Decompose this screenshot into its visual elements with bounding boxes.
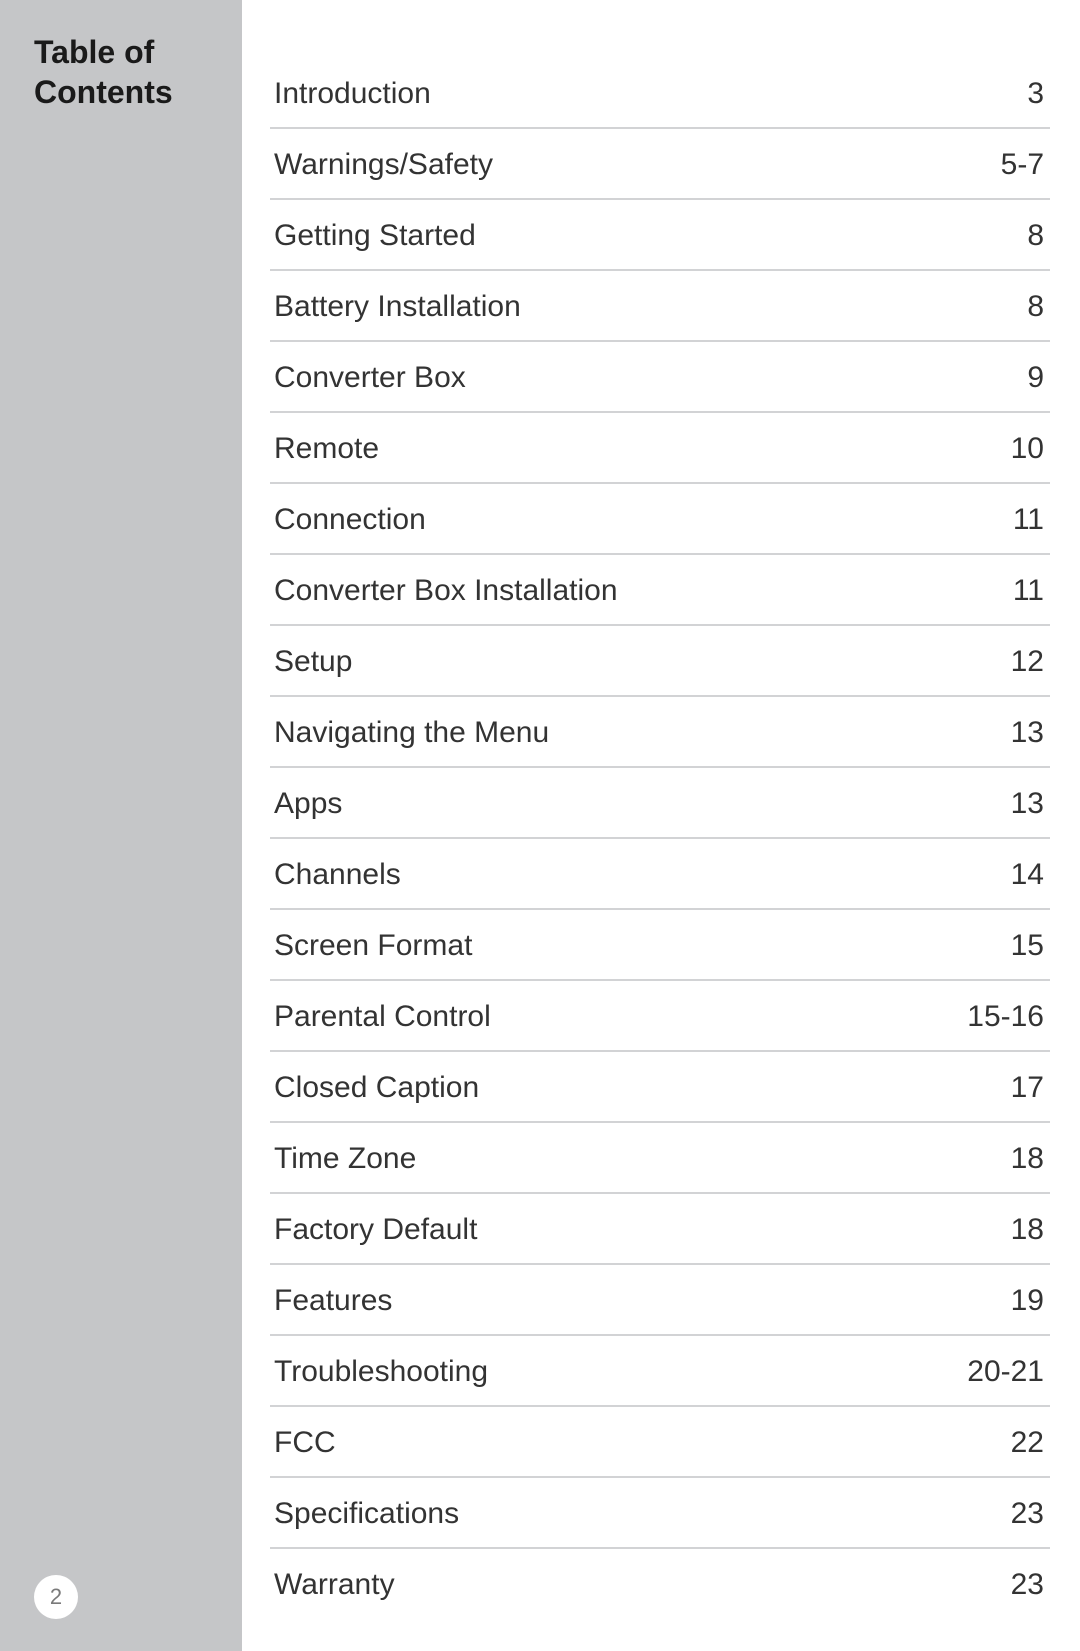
toc-row: Parental Control 15-16 bbox=[270, 981, 1050, 1052]
toc-row: Troubleshooting 20-21 bbox=[270, 1336, 1050, 1407]
toc-heading-line2: Contents bbox=[34, 72, 230, 112]
toc-content: Introduction3Warnings/Safety5-7Getting S… bbox=[242, 0, 1080, 1651]
toc-list: Introduction3Warnings/Safety5-7Getting S… bbox=[270, 58, 1050, 1620]
toc-row-label: Features bbox=[274, 1265, 392, 1336]
toc-row-label: Specifications bbox=[274, 1478, 459, 1549]
toc-row-page: 5-7 bbox=[1001, 129, 1044, 200]
toc-row-page: 13 bbox=[1011, 768, 1044, 839]
toc-row: Channels 14 bbox=[270, 839, 1050, 910]
toc-row-label: Converter Box bbox=[274, 342, 466, 413]
toc-row-label: Warnings/Safety bbox=[274, 129, 493, 200]
toc-row-label: Closed Caption bbox=[274, 1052, 479, 1123]
toc-row-label: Battery Installation bbox=[274, 271, 521, 342]
toc-row-label: Time Zone bbox=[274, 1123, 416, 1194]
toc-row: Setup 12 bbox=[270, 626, 1050, 697]
toc-row-page: 23 bbox=[1011, 1549, 1044, 1620]
toc-row-page: 18 bbox=[1011, 1194, 1044, 1265]
toc-row: Factory Default 18 bbox=[270, 1194, 1050, 1265]
toc-row: Navigating the Menu 13 bbox=[270, 697, 1050, 768]
toc-row-page: 11 bbox=[1013, 555, 1044, 626]
toc-row-label: Factory Default bbox=[274, 1194, 477, 1265]
toc-row-page: 18 bbox=[1011, 1123, 1044, 1194]
toc-row: Introduction 3 bbox=[270, 58, 1050, 129]
toc-row: Battery Installation 8 bbox=[270, 271, 1050, 342]
toc-row-page: 20-21 bbox=[967, 1336, 1044, 1407]
toc-row: Apps 13 bbox=[270, 768, 1050, 839]
toc-heading: Table of Contents bbox=[34, 32, 230, 112]
toc-row-page: 10 bbox=[1011, 413, 1044, 484]
toc-row-page: 15 bbox=[1011, 910, 1044, 981]
toc-row-label: FCC bbox=[274, 1407, 336, 1478]
toc-row: Remote 10 bbox=[270, 413, 1050, 484]
toc-row-page: 8 bbox=[1027, 271, 1044, 342]
toc-row: Warnings/Safety 5-7 bbox=[270, 129, 1050, 200]
toc-row-label: Warranty bbox=[274, 1549, 395, 1620]
toc-row-page: 9 bbox=[1027, 342, 1044, 413]
toc-row: Features 19 bbox=[270, 1265, 1050, 1336]
toc-row-label: Setup bbox=[274, 626, 352, 697]
toc-row-page: 13 bbox=[1011, 697, 1044, 768]
page-number-badge: 2 bbox=[34, 1575, 78, 1619]
toc-row: Converter Box Installation 11 bbox=[270, 555, 1050, 626]
toc-row-label: Channels bbox=[274, 839, 401, 910]
toc-row-label: Navigating the Menu bbox=[274, 697, 549, 768]
toc-row: Time Zone 18 bbox=[270, 1123, 1050, 1194]
toc-row-page: 8 bbox=[1027, 200, 1044, 271]
toc-row-page: 3 bbox=[1027, 58, 1044, 129]
toc-row-page: 17 bbox=[1011, 1052, 1044, 1123]
toc-row-label: Remote bbox=[274, 413, 379, 484]
toc-row: Getting Started 8 bbox=[270, 200, 1050, 271]
toc-row-label: Converter Box Installation bbox=[274, 555, 618, 626]
toc-row: Screen Format 15 bbox=[270, 910, 1050, 981]
toc-row-label: Screen Format bbox=[274, 910, 472, 981]
toc-row-label: Introduction bbox=[274, 58, 431, 129]
sidebar: Table of Contents 2 bbox=[0, 0, 242, 1651]
toc-row-page: 14 bbox=[1011, 839, 1044, 910]
toc-row-page: 15-16 bbox=[967, 981, 1044, 1052]
toc-heading-line1: Table of bbox=[34, 32, 230, 72]
toc-row: Connection 11 bbox=[270, 484, 1050, 555]
toc-row-page: 19 bbox=[1011, 1265, 1044, 1336]
toc-row-label: Getting Started bbox=[274, 200, 476, 271]
toc-row-label: Troubleshooting bbox=[274, 1336, 488, 1407]
toc-row-page: 11 bbox=[1013, 484, 1044, 555]
page-number: 2 bbox=[50, 1584, 62, 1610]
toc-row-label: Connection bbox=[274, 484, 426, 555]
toc-row: Specifications 23 bbox=[270, 1478, 1050, 1549]
toc-row-label: Apps bbox=[274, 768, 342, 839]
toc-row: Converter Box 9 bbox=[270, 342, 1050, 413]
toc-row: Closed Caption 17 bbox=[270, 1052, 1050, 1123]
toc-row-page: 12 bbox=[1011, 626, 1044, 697]
toc-row-label: Parental Control bbox=[274, 981, 491, 1052]
toc-row: Warranty 23 bbox=[270, 1549, 1050, 1620]
toc-row: FCC 22 bbox=[270, 1407, 1050, 1478]
toc-row-page: 22 bbox=[1011, 1407, 1044, 1478]
toc-row-page: 23 bbox=[1011, 1478, 1044, 1549]
page-root: Table of Contents 2 Introduction3Warning… bbox=[0, 0, 1080, 1651]
